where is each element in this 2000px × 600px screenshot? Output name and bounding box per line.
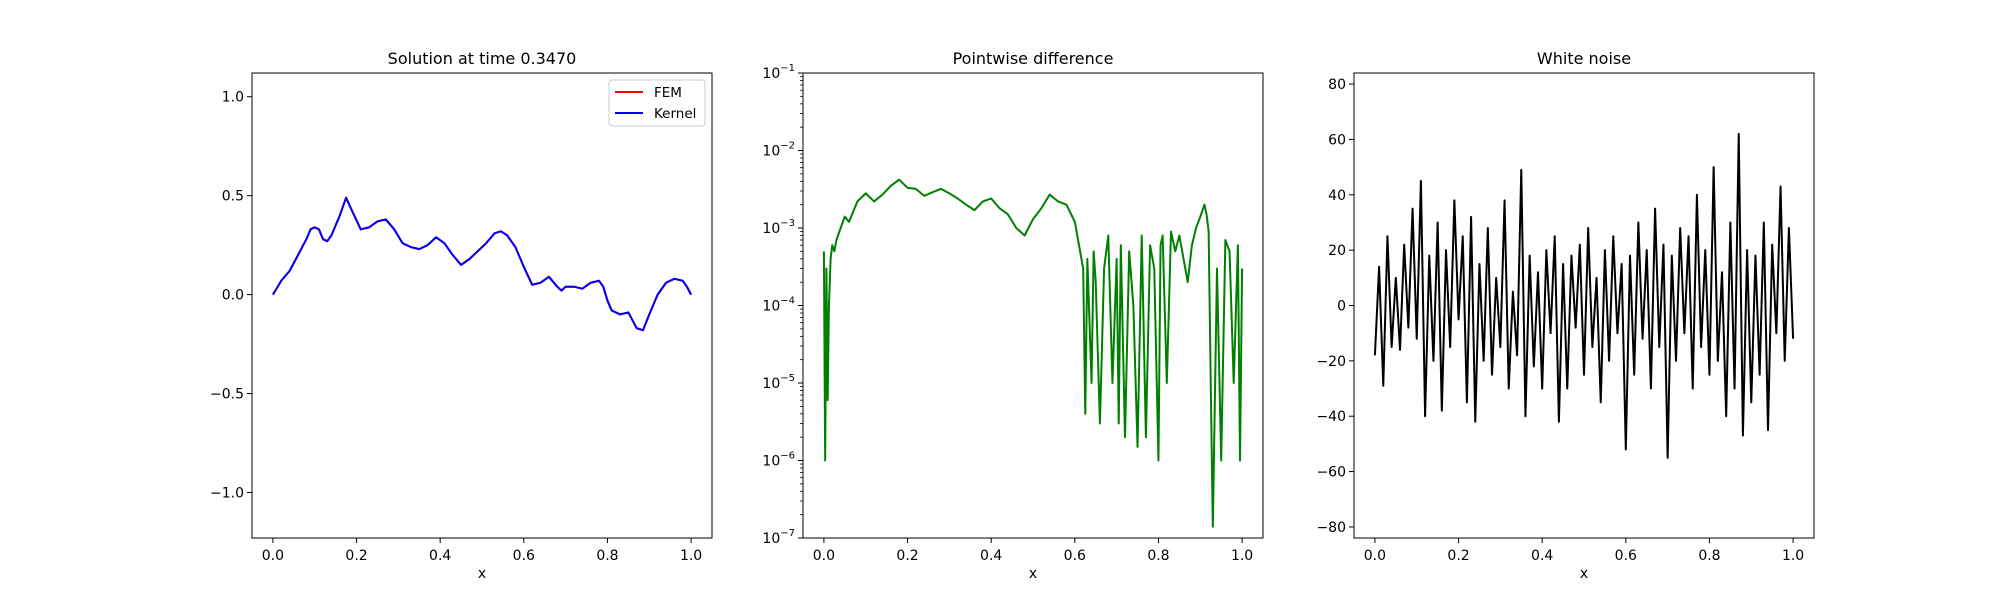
axes-frame [1353, 72, 1815, 539]
difference-panel: Pointwise difference x 0.0 0.2 0.4 0.6 0.8 1.… [762, 49, 1264, 582]
series-line-0 [822, 178, 1244, 528]
y-tick-label: −20 [1316, 354, 1346, 370]
y-tick-label: 80 [1328, 77, 1346, 93]
axes-frame [802, 72, 1264, 539]
plot-area: 0.0 0.2 0.4 0.6 0.8 1.0 −80 −60 −40 −20 0 20 40 60 80 [1316, 77, 1804, 564]
legend-label-fem: FEM [654, 85, 682, 101]
y-tick-label: −40 [1316, 409, 1346, 425]
legend-label-kernel: Kernel [654, 106, 696, 122]
series-group [272, 196, 692, 332]
solution-panel: Solution at time 0.3470 x 0.0 0.2 0.4 0.6 0.… [210, 49, 713, 582]
plot-area: 0.0 0.2 0.4 0.6 0.8 1.0 −1.0 −0.5 0.0 0.5 1.0 [210, 90, 702, 564]
x-tick-label: 0.8 [596, 548, 618, 564]
x-tick-label: 0.6 [1064, 548, 1086, 564]
x-tick-label: 0.8 [1147, 548, 1169, 564]
y-tick-label: 10−2 [762, 141, 795, 160]
x-tick-label: 0.6 [1615, 548, 1637, 564]
x-axis-label: x [1580, 566, 1588, 582]
noise-panel: White noise x 0.0 0.2 0.4 0.6 0.8 1.0 −80 −60 −4… [1316, 49, 1815, 582]
panel-title: White noise [1537, 49, 1631, 68]
legend: FEM Kernel [608, 79, 706, 127]
y-tick-label: 20 [1328, 243, 1346, 259]
x-tick-label: 0.4 [1531, 548, 1553, 564]
y-tick-label: 10−6 [762, 451, 795, 470]
x-tick-label: 0.4 [429, 548, 451, 564]
y-tick-label: 0 [1337, 299, 1346, 315]
x-tick-label: 0.6 [513, 548, 535, 564]
x-tick-label: 0.0 [813, 548, 835, 564]
y-tick-label: 0.0 [222, 288, 244, 304]
x-tick-label: 0.2 [1447, 548, 1469, 564]
y-tick-label: 40 [1328, 188, 1346, 204]
y-tick-label: −1.0 [210, 485, 244, 501]
y-tick-label: 1.0 [222, 90, 244, 106]
plot-area: 0.0 0.2 0.4 0.6 0.8 1.0 10−7 10−6 10−5 10−4 10−3 10… [762, 63, 1253, 564]
x-tick-label: 1.0 [680, 548, 702, 564]
x-tick-label: 0.2 [896, 548, 918, 564]
x-axis-label: x [1029, 566, 1037, 582]
x-axis-label: x [478, 566, 486, 582]
x-tick-label: 0.8 [1698, 548, 1720, 564]
x-tick-label: 1.0 [1782, 548, 1804, 564]
y-tick-label: 10−4 [762, 296, 795, 315]
x-tick-label: 0.2 [345, 548, 367, 564]
x-tick-label: 0.0 [1364, 548, 1386, 564]
y-tick-label: −0.5 [210, 387, 244, 403]
series-line-0 [1373, 132, 1795, 459]
x-tick-label: 1.0 [1231, 548, 1253, 564]
y-tick-label: 10−7 [762, 528, 795, 547]
x-tick-label: 0.0 [262, 548, 284, 564]
series-group [1373, 132, 1795, 459]
y-tick-label: −80 [1316, 520, 1346, 536]
y-tick-label: 10−1 [762, 63, 795, 82]
y-tick-label: 0.5 [222, 189, 244, 205]
axes-frame [251, 72, 713, 539]
series-group [822, 178, 1244, 528]
panel-title: Pointwise difference [953, 49, 1114, 68]
y-tick-label: 10−3 [762, 218, 795, 237]
y-tick-label: 60 [1328, 132, 1346, 148]
x-tick-label: 0.4 [980, 548, 1002, 564]
series-line-kernel [272, 196, 692, 332]
y-tick-label: −60 [1316, 465, 1346, 481]
y-tick-label: 10−5 [762, 373, 795, 392]
panel-title: Solution at time 0.3470 [388, 49, 577, 68]
